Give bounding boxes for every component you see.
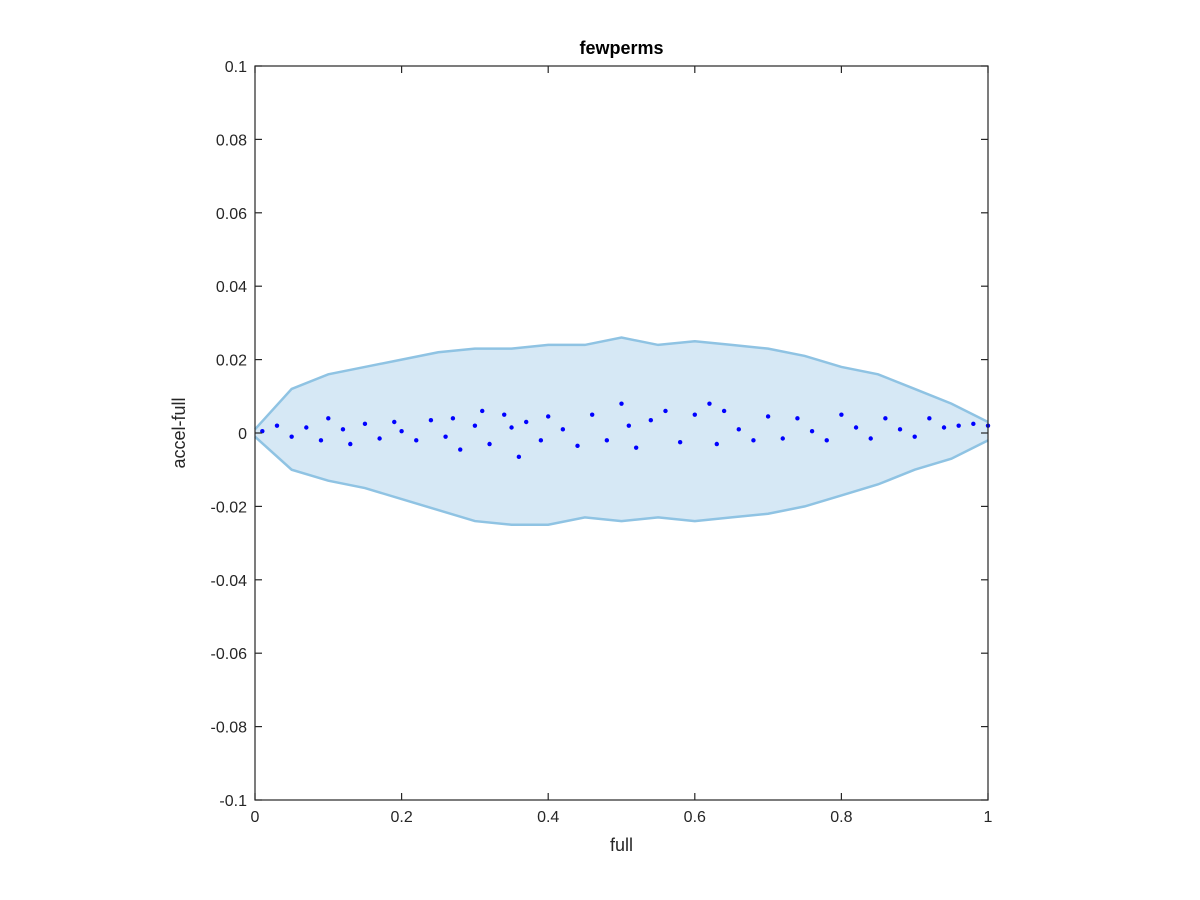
data-point: [941, 425, 947, 430]
data-point: [809, 428, 815, 434]
data-point: [318, 438, 324, 443]
x-tick-label: 1: [984, 809, 993, 826]
y-tick-label: 0.02: [216, 353, 247, 370]
data-point: [487, 441, 492, 447]
data-point: [751, 438, 756, 443]
y-tick-label: -0.04: [211, 573, 248, 590]
chart-title: fewperms: [579, 38, 663, 58]
data-point: [524, 419, 529, 425]
data-point: [392, 419, 397, 425]
data-point: [714, 441, 719, 447]
y-tick-label: 0: [238, 426, 247, 443]
data-point: [348, 441, 353, 447]
data-point: [912, 434, 917, 439]
data-point: [897, 427, 903, 432]
data-point: [289, 434, 294, 439]
data-point: [648, 417, 654, 423]
scatter-points: [260, 401, 991, 460]
band-fill: [255, 337, 988, 525]
data-point: [589, 412, 595, 417]
data-point: [472, 423, 478, 428]
data-point: [326, 416, 331, 421]
x-tick-label: 0.4: [537, 809, 559, 826]
data-point: [480, 408, 485, 414]
data-point: [707, 401, 712, 406]
y-tick-label: -0.1: [219, 793, 247, 810]
data-point: [260, 428, 265, 434]
data-point: [795, 416, 800, 421]
data-point: [868, 436, 873, 441]
data-point: [450, 416, 456, 421]
data-point: [340, 427, 346, 432]
y-axis-label: accel-full: [169, 397, 189, 468]
data-point: [677, 439, 683, 445]
data-point: [575, 443, 580, 449]
data-point: [765, 414, 771, 419]
data-point: [663, 408, 668, 414]
data-point: [839, 412, 844, 417]
data-point: [458, 447, 463, 452]
data-point: [780, 436, 785, 441]
data-point: [377, 436, 382, 441]
data-point: [399, 428, 404, 434]
band-upper-line: [254, 336, 989, 431]
data-point: [927, 416, 932, 421]
data-point: [604, 438, 610, 443]
y-tick-label: 0.06: [216, 206, 247, 223]
y-tick-label: 0.08: [216, 132, 247, 149]
band-lower-line: [254, 435, 989, 526]
data-point: [692, 412, 697, 417]
data-point: [304, 425, 309, 430]
data-point: [824, 438, 829, 443]
data-point: [414, 438, 419, 443]
data-point: [560, 427, 566, 432]
data-point: [721, 408, 727, 414]
data-point: [502, 412, 507, 417]
y-tick-label: -0.08: [211, 720, 248, 737]
y-tick-label: -0.02: [211, 499, 248, 516]
y-tick-label: 0.04: [216, 279, 247, 296]
ticks: 0 0.2 0.4 0.6 0.8 1 -0.1 -0.08 -0.06 -0.04 -0.02 0 0…: [211, 59, 993, 826]
x-tick-label: 0.2: [390, 809, 412, 826]
data-point: [619, 401, 624, 406]
data-point: [883, 416, 888, 421]
confidence-band: [254, 336, 989, 526]
data-point: [443, 434, 448, 439]
data-point: [546, 414, 551, 419]
data-point: [956, 423, 961, 428]
data-point: [971, 421, 976, 427]
data-point: [362, 421, 368, 427]
data-point: [274, 423, 280, 428]
data-point: [516, 454, 522, 460]
x-tick-label: 0.8: [830, 809, 852, 826]
y-tick-label: 0.1: [225, 59, 247, 76]
y-tick-label: -0.06: [211, 646, 248, 663]
data-point: [428, 417, 434, 423]
data-point: [853, 425, 859, 430]
data-point: [538, 438, 544, 443]
data-point: [736, 427, 741, 432]
data-point: [633, 445, 639, 450]
data-point: [626, 423, 632, 428]
x-axis-label: full: [610, 835, 633, 855]
x-tick-label: 0.6: [684, 809, 706, 826]
x-tick-label: 0: [251, 809, 260, 826]
data-point: [509, 425, 514, 430]
